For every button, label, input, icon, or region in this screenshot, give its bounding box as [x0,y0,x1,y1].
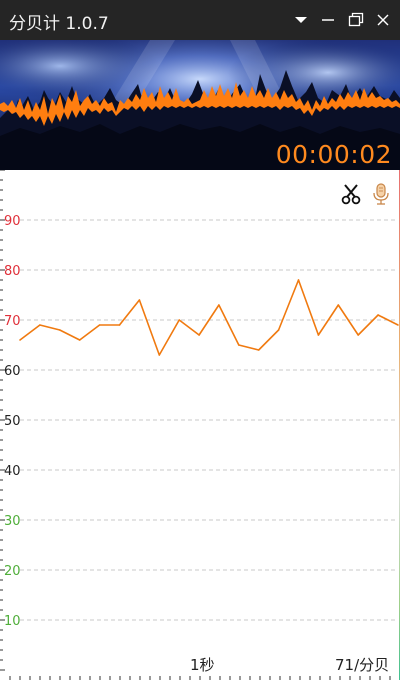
data-point [118,324,121,326]
data-point [297,279,300,281]
microphone-icon [373,183,389,205]
data-point [397,324,399,326]
y-tick-label: 10 [4,614,21,629]
y-tick-label: 80 [4,264,21,279]
record-button[interactable] [370,182,392,206]
window-title: 分贝计 1.0.7 [9,14,109,34]
clip-button[interactable] [340,182,362,206]
decibel-line-chart: 90 80 70 60 50 40 30 20 10 [0,170,399,680]
restore-icon [348,12,364,27]
y-tick-label: 90 [4,214,21,229]
data-point [277,329,280,331]
menu-dropdown-button[interactable] [289,8,313,32]
data-point [377,314,379,316]
minimize-icon [322,19,334,21]
current-reading-label: 71/分贝 [335,656,390,674]
data-point [238,344,240,346]
y-tick-label: 30 [4,514,21,529]
scissors-icon [341,184,361,205]
data-point [218,304,220,306]
data-point [158,354,161,356]
data-point [59,329,61,331]
y-tick-label: 40 [4,464,21,479]
title-bar: 分贝计 1.0.7 [0,0,400,40]
restore-button[interactable] [344,8,368,32]
y-tick-label: 50 [4,414,21,429]
data-point [357,334,360,336]
data-point [198,334,200,336]
decibel-chart-panel [0,170,400,680]
data-point [257,349,260,351]
minimize-button[interactable] [316,8,340,32]
data-point [138,299,141,301]
close-icon [377,14,389,26]
caret-down-icon [295,17,307,23]
data-point [19,339,21,341]
time-scale-label: 1秒 [190,656,215,674]
data-point [98,324,101,326]
data-point [178,319,180,321]
crowd-waveform-image [0,40,400,170]
y-tick-label: 60 [4,364,21,379]
y-tick-label: 70 [4,314,21,329]
data-point [337,304,340,306]
elapsed-timer: 00:00:02 [275,140,392,169]
waveform-banner: 00:00:02 [0,40,400,170]
decibel-series-line [19,279,399,356]
data-point [39,324,41,326]
close-button[interactable] [371,8,395,32]
data-point [317,334,320,336]
data-point [78,339,81,341]
y-tick-label: 20 [4,564,21,579]
